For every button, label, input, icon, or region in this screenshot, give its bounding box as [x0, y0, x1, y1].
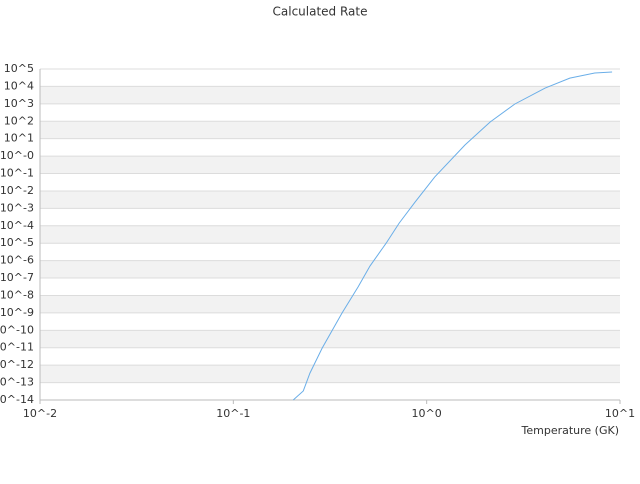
x-axis-label: Temperature (GK) [521, 424, 620, 437]
grid-band [40, 86, 620, 104]
grid-band [40, 156, 620, 174]
data-line [292, 71, 613, 401]
x-tick-label: 10^-2 [23, 407, 57, 420]
x-tick-label: 10^0 [412, 407, 442, 420]
y-tick-label: 10^-9 [0, 306, 34, 319]
y-tick-label: 10^-0 [0, 149, 34, 162]
y-tick-label: 10^-11 [0, 341, 34, 354]
y-tick-label: 10^1 [4, 132, 34, 145]
grid-band [40, 225, 620, 244]
y-tick-label: 10^-8 [0, 288, 34, 301]
y-tick-label: 10^-5 [0, 236, 34, 249]
y-tick-label: 10^3 [4, 97, 34, 110]
grid-band [40, 260, 620, 279]
x-tick-label: 10^1 [605, 407, 635, 420]
grid-band [40, 190, 620, 209]
y-tick-label: 10^-3 [0, 201, 34, 214]
grid-band [40, 365, 620, 383]
chart-title: Calculated Rate [273, 5, 368, 19]
grid-band [40, 121, 620, 139]
y-tick-label: 10^-2 [0, 184, 34, 197]
grid-band [40, 295, 620, 313]
y-tick-label: 10^-1 [0, 167, 34, 180]
x-tick-label: 10^-1 [216, 407, 250, 420]
y-tick-label: 10^-6 [0, 254, 34, 267]
y-tick-label: 10^-10 [0, 323, 34, 336]
y-tick-label: 10^-4 [0, 219, 34, 232]
y-tick-label: 10^-12 [0, 358, 34, 371]
y-tick-label: 10^-13 [0, 376, 34, 389]
y-tick-label: 10^-14 [0, 393, 34, 406]
y-tick-label: 10^2 [4, 114, 34, 127]
grid-band [40, 330, 620, 348]
y-tick-label: 10^4 [4, 79, 34, 92]
y-tick-label: 10^5 [4, 62, 34, 75]
y-tick-label: 10^-7 [0, 271, 34, 284]
